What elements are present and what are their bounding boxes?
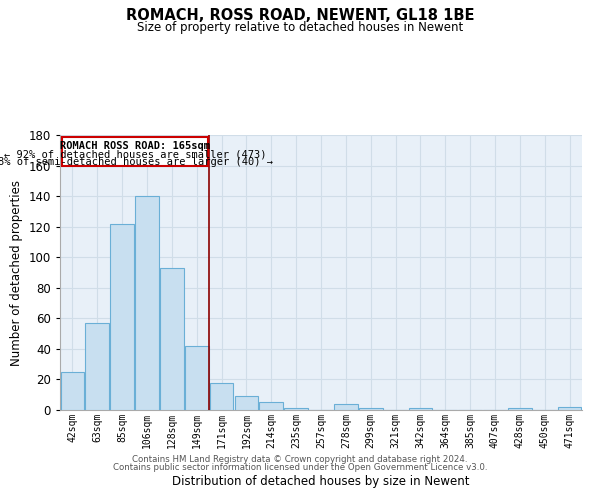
Bar (284, 408, 308, 410)
Bar (558, 407, 581, 410)
Text: ← 92% of detached houses are smaller (473): ← 92% of detached houses are smaller (47… (4, 150, 266, 160)
Bar (359, 408, 383, 410)
Bar (235, 396, 258, 410)
Text: Contains public sector information licensed under the Open Government Licence v3: Contains public sector information licen… (113, 464, 487, 472)
Bar (110, 224, 134, 410)
Bar (334, 404, 358, 410)
Bar (508, 408, 532, 410)
Text: ROMACH, ROSS ROAD, NEWENT, GL18 1BE: ROMACH, ROSS ROAD, NEWENT, GL18 1BE (126, 8, 474, 22)
Text: 8% of semi-detached houses are larger (40) →: 8% of semi-detached houses are larger (4… (0, 157, 272, 167)
Text: Contains HM Land Registry data © Crown copyright and database right 2024.: Contains HM Land Registry data © Crown c… (132, 455, 468, 464)
Bar (409, 408, 432, 410)
Bar (160, 268, 184, 410)
FancyBboxPatch shape (62, 136, 208, 166)
Bar (185, 346, 209, 410)
Text: Distribution of detached houses by size in Newent: Distribution of detached houses by size … (172, 474, 470, 488)
Bar (85, 323, 109, 410)
Text: ROMACH ROSS ROAD: 165sqm: ROMACH ROSS ROAD: 165sqm (60, 141, 210, 151)
Bar (210, 382, 233, 410)
Y-axis label: Number of detached properties: Number of detached properties (10, 180, 23, 366)
Bar (259, 402, 283, 410)
Bar (135, 196, 159, 410)
Text: Size of property relative to detached houses in Newent: Size of property relative to detached ho… (137, 21, 463, 34)
Bar (61, 372, 84, 410)
